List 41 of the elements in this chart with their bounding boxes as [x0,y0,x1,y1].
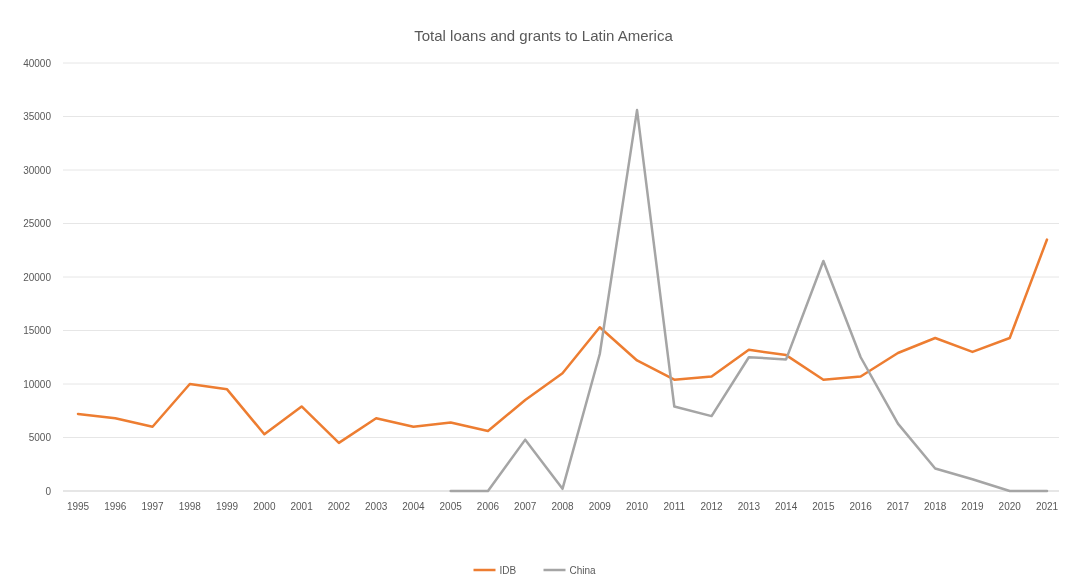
x-tick-label: 2002 [327,501,351,512]
x-tick-label: 2009 [588,501,612,512]
x-tick-label: 1999 [215,501,239,512]
x-tick-label: 1996 [104,501,127,512]
x-tick-label: 2011 [663,501,686,512]
x-tick-label: 2012 [700,501,724,512]
x-tick-label: 2015 [812,501,835,512]
chart-title: Total loans and grants to Latin America [414,27,674,44]
x-tick-label: 2010 [625,501,649,512]
x-tick-label: 2013 [737,501,761,512]
x-tick-label: 2017 [886,501,910,512]
x-tick-label: 2006 [476,501,500,512]
y-tick-label: 20000 [23,271,52,283]
y-tick-label: 35000 [23,111,52,122]
y-tick-label: 10000 [23,378,52,390]
x-tick-label: 2000 [253,501,276,512]
line-series [449,108,1049,493]
x-tick-label: 2019 [961,501,985,512]
legend-label: IDB [499,564,517,576]
line-series [76,238,1049,445]
x-tick-label: 2021 [1035,501,1059,512]
y-tick-label: 0 [45,485,52,497]
x-tick-label: 2005 [439,501,463,512]
x-tick-label: 2003 [365,501,388,512]
legend-label: China [569,564,597,576]
y-tick-label: 15000 [23,325,52,336]
x-tick-label: 2016 [849,501,873,512]
y-tick-label: 25000 [23,218,52,229]
x-tick-label: 2008 [551,501,575,512]
x-tick-label: 2018 [924,501,947,512]
y-tick-label: 40000 [23,57,52,69]
x-tick-label: 2020 [998,501,1022,512]
x-tick-label: 1998 [178,501,202,512]
x-tick-label: 1997 [141,501,165,512]
x-tick-label: 1995 [66,501,90,512]
x-tick-label: 2001 [290,501,314,512]
y-tick-label: 5000 [28,432,52,443]
y-tick-label: 30000 [23,164,52,176]
x-tick-label: 2007 [514,501,537,512]
x-tick-label: 2004 [402,501,425,512]
x-tick-label: 2014 [774,501,798,512]
